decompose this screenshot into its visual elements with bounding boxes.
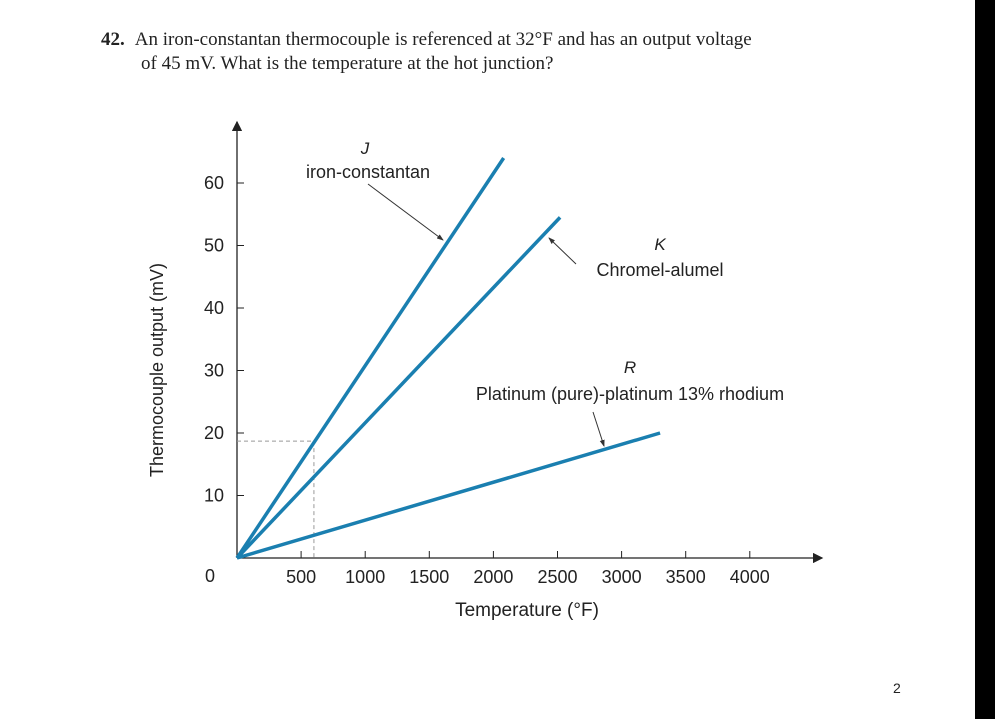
series-k-label: Chromel-alumel (596, 260, 723, 280)
x-tick-label: 1500 (409, 567, 449, 587)
x-tick-label: 2000 (473, 567, 513, 587)
y-axis-label: Thermocouple output (mV) (147, 263, 167, 477)
y-tick-label: 20 (204, 423, 224, 443)
y-tick-label: 60 (204, 173, 224, 193)
series-j-label: iron-constantan (306, 162, 430, 182)
x-tick-label: 2500 (537, 567, 577, 587)
page-number: 2 (893, 680, 901, 696)
x-tick-label: 3000 (602, 567, 642, 587)
question-line-1: An iron-constantan thermocouple is refer… (134, 29, 752, 50)
series-j-line (235, 157, 506, 559)
x-axis-label: Temperature (°F) (455, 600, 599, 621)
origin-label: 0 (205, 566, 215, 586)
x-tick-label: 500 (286, 567, 316, 587)
series-k-pointer-arrow (548, 237, 577, 265)
series-j-name: J (360, 139, 370, 158)
series-k-name: K (654, 235, 666, 254)
x-tick-label: 3500 (666, 567, 706, 587)
question-line-2: of 45 mV. What is the temperature at the… (141, 53, 554, 74)
question-number: 42. (101, 29, 125, 50)
screen-edge-bar (975, 0, 995, 719)
y-tick-label: 10 (204, 486, 224, 506)
series-r-label: Platinum (pure)-platinum 13% rhodium (476, 384, 784, 404)
x-tick-label: 1000 (345, 567, 385, 587)
y-tick-label: 30 (204, 361, 224, 381)
series-r-name: R (624, 358, 636, 377)
question-text: 42. An iron-constantan thermocouple is re… (101, 28, 861, 76)
series-r-line (236, 431, 661, 560)
series-k-line (235, 216, 562, 560)
y-tick-label: 40 (204, 298, 224, 318)
series-j-pointer-arrow (367, 183, 444, 241)
y-tick-label: 50 (204, 236, 224, 256)
series-r-pointer-arrow (592, 411, 605, 447)
x-tick-label: 4000 (730, 567, 770, 587)
